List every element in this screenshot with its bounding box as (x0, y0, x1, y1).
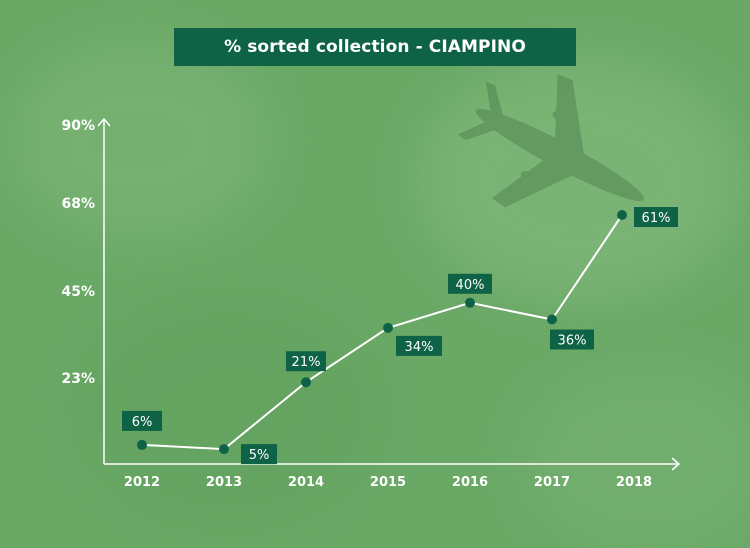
x-axis-arrow-icon (671, 457, 681, 471)
data-labels: 6% 5% 21% 34% 40% 36% 61% (122, 207, 678, 465)
data-label-box (448, 273, 492, 294)
data-label-box (634, 207, 678, 228)
y-tick-labels: 23% 45% 68% 90% (61, 118, 95, 387)
y-tick-label: 90% (61, 118, 95, 134)
background-cloud (420, 60, 740, 300)
data-label-box (550, 329, 594, 350)
y-axis (97, 117, 111, 464)
chart-title: % sorted collection - CIAMPINO (174, 28, 576, 66)
y-axis-arrow-icon (97, 117, 111, 127)
y-tick-label: 68% (61, 196, 95, 212)
data-point (617, 210, 627, 221)
data-point (219, 444, 229, 455)
data-point (547, 314, 557, 325)
background-cloud (80, 300, 380, 520)
x-tick-label: 2015 (370, 475, 406, 490)
data-label: 21% (292, 355, 321, 370)
data-label: 61% (642, 211, 671, 226)
x-tick-label: 2014 (288, 475, 324, 490)
x-tick-label: 2018 (616, 475, 652, 490)
background-cloud (520, 360, 750, 548)
data-label-box (396, 335, 442, 356)
x-tick-labels: 2012 2013 2014 2015 2016 2017 2018 (124, 475, 652, 490)
data-point (137, 439, 147, 450)
data-point (301, 377, 311, 388)
data-label-box (241, 444, 277, 465)
data-label: 5% (249, 448, 270, 463)
data-label-box (286, 351, 326, 372)
x-tick-label: 2017 (534, 475, 570, 490)
background-cloud (10, 40, 270, 240)
x-tick-label: 2016 (452, 475, 488, 490)
series-markers (137, 210, 627, 455)
data-label: 6% (132, 415, 153, 430)
data-point (383, 322, 393, 333)
data-label: 34% (405, 340, 434, 355)
y-tick-label: 45% (61, 284, 95, 300)
x-tick-label: 2013 (206, 475, 242, 490)
x-tick-label: 2012 (124, 475, 160, 490)
y-tick-label: 23% (61, 371, 95, 387)
data-label: 36% (558, 334, 587, 349)
data-label: 40% (456, 278, 485, 293)
data-point (465, 297, 475, 308)
x-axis (104, 457, 681, 471)
data-label-box (122, 410, 162, 431)
